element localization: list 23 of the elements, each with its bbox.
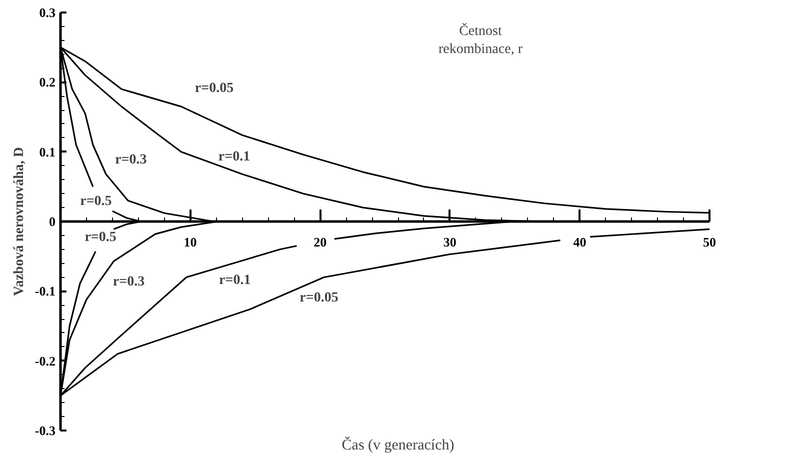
y-tick-label: 0: [49, 214, 56, 229]
series-label: r=0.1: [218, 150, 250, 165]
x-tick-label: 30: [443, 234, 456, 250]
series-label: r=0.05: [300, 290, 338, 306]
x-axis-title: Čas (v generacích): [342, 436, 454, 454]
x-tick-label: 20: [314, 234, 327, 250]
series-label: r=0.3: [112, 274, 145, 290]
x-tick-label: 40: [573, 234, 586, 250]
series-label: r=0.5: [80, 194, 112, 210]
series-label: r=0.1: [219, 272, 251, 288]
y-tick-label: -0.1: [34, 284, 56, 299]
series-label: r=0.3: [115, 152, 147, 168]
series-label: r=0.5: [84, 230, 116, 245]
x-tick-label: 10: [184, 234, 197, 250]
annotation: Četnost rekombinace, r: [438, 22, 523, 57]
series-label: r=0.05: [194, 81, 234, 96]
y-tick-label: -0.2: [34, 353, 56, 368]
y-tick-label: -0.3: [34, 423, 56, 438]
y-tick-label: 0.1: [39, 144, 56, 160]
x-tick-label: 50: [703, 234, 716, 250]
y-axis-title: Vazbová nerovnováha, D: [12, 147, 27, 296]
y-tick-label: 0.3: [39, 5, 56, 20]
y-tick-label: 0.2: [39, 74, 56, 90]
